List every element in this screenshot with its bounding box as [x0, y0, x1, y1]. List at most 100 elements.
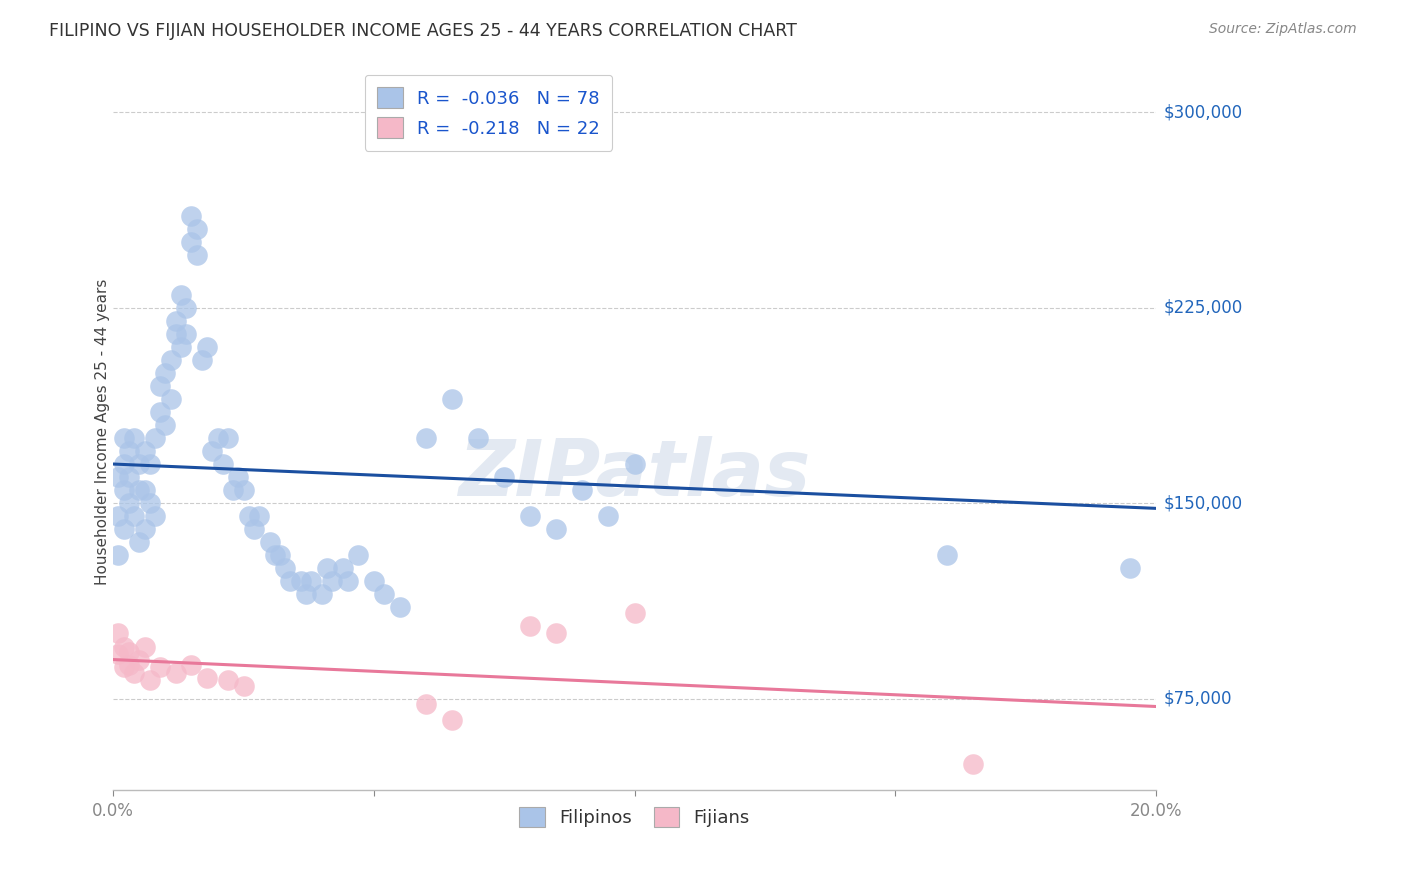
Point [238, 509, 260, 524]
Point [207, 431, 229, 445]
Point [195, 340, 218, 354]
Point [122, 509, 145, 524]
Point [180, 235, 202, 250]
Point [112, 457, 135, 471]
Point [174, 326, 197, 341]
Point [107, 626, 129, 640]
Point [519, 509, 541, 524]
Point [107, 509, 129, 524]
Text: $300,000: $300,000 [1164, 103, 1243, 121]
Point [149, 660, 172, 674]
Point [170, 340, 193, 354]
Point [519, 618, 541, 632]
Point [174, 301, 197, 315]
Point [494, 470, 516, 484]
Point [122, 665, 145, 680]
Point [149, 379, 172, 393]
Point [259, 535, 281, 549]
Text: $75,000: $75,000 [1164, 690, 1233, 707]
Point [118, 645, 141, 659]
Point [243, 522, 266, 536]
Point [128, 483, 150, 497]
Point [201, 444, 224, 458]
Text: FILIPINO VS FIJIAN HOUSEHOLDER INCOME AGES 25 - 44 YEARS CORRELATION CHART: FILIPINO VS FIJIAN HOUSEHOLDER INCOME AG… [49, 22, 797, 40]
Point [112, 483, 135, 497]
Point [415, 431, 437, 445]
Point [112, 640, 135, 654]
Point [274, 561, 297, 575]
Point [134, 483, 156, 497]
Point [290, 574, 312, 589]
Point [107, 470, 129, 484]
Legend: Filipinos, Fijians: Filipinos, Fijians [512, 799, 756, 835]
Point [155, 417, 177, 432]
Point [107, 648, 129, 662]
Point [143, 431, 166, 445]
Point [316, 561, 339, 575]
Point [217, 673, 239, 688]
Point [118, 444, 141, 458]
Point [149, 405, 172, 419]
Point [134, 640, 156, 654]
Point [170, 287, 193, 301]
Point [336, 574, 359, 589]
Point [546, 626, 568, 640]
Point [118, 470, 141, 484]
Point [134, 444, 156, 458]
Point [143, 509, 166, 524]
Point [467, 431, 489, 445]
Point [299, 574, 322, 589]
Point [159, 352, 181, 367]
Point [623, 606, 645, 620]
Point [571, 483, 593, 497]
Point [441, 713, 464, 727]
Point [180, 210, 202, 224]
Point [139, 457, 162, 471]
Point [159, 392, 181, 406]
Point [134, 522, 156, 536]
Point [112, 660, 135, 674]
Point [180, 657, 202, 672]
Point [217, 431, 239, 445]
Point [107, 549, 129, 563]
Point [295, 587, 318, 601]
Point [263, 549, 285, 563]
Point [165, 665, 187, 680]
Point [936, 549, 959, 563]
Point [118, 496, 141, 510]
Point [1119, 561, 1142, 575]
Text: Source: ZipAtlas.com: Source: ZipAtlas.com [1209, 22, 1357, 37]
Point [441, 392, 464, 406]
Point [112, 431, 135, 445]
Point [363, 574, 385, 589]
Point [128, 457, 150, 471]
Point [211, 457, 233, 471]
Text: $150,000: $150,000 [1164, 494, 1243, 512]
Point [186, 222, 208, 236]
Point [598, 509, 620, 524]
Point [191, 352, 214, 367]
Point [186, 248, 208, 262]
Point [155, 366, 177, 380]
Point [311, 587, 333, 601]
Point [321, 574, 343, 589]
Point [232, 483, 254, 497]
Point [228, 470, 250, 484]
Point [415, 697, 437, 711]
Point [373, 587, 395, 601]
Point [112, 522, 135, 536]
Point [139, 496, 162, 510]
Point [122, 431, 145, 445]
Point [128, 535, 150, 549]
Text: ZIPatlas: ZIPatlas [458, 436, 811, 513]
Point [232, 679, 254, 693]
Point [165, 326, 187, 341]
Point [546, 522, 568, 536]
Point [347, 549, 370, 563]
Point [195, 671, 218, 685]
Y-axis label: Householder Income Ages 25 - 44 years: Householder Income Ages 25 - 44 years [94, 278, 110, 584]
Point [165, 313, 187, 327]
Point [623, 457, 645, 471]
Point [128, 652, 150, 666]
Point [388, 600, 411, 615]
